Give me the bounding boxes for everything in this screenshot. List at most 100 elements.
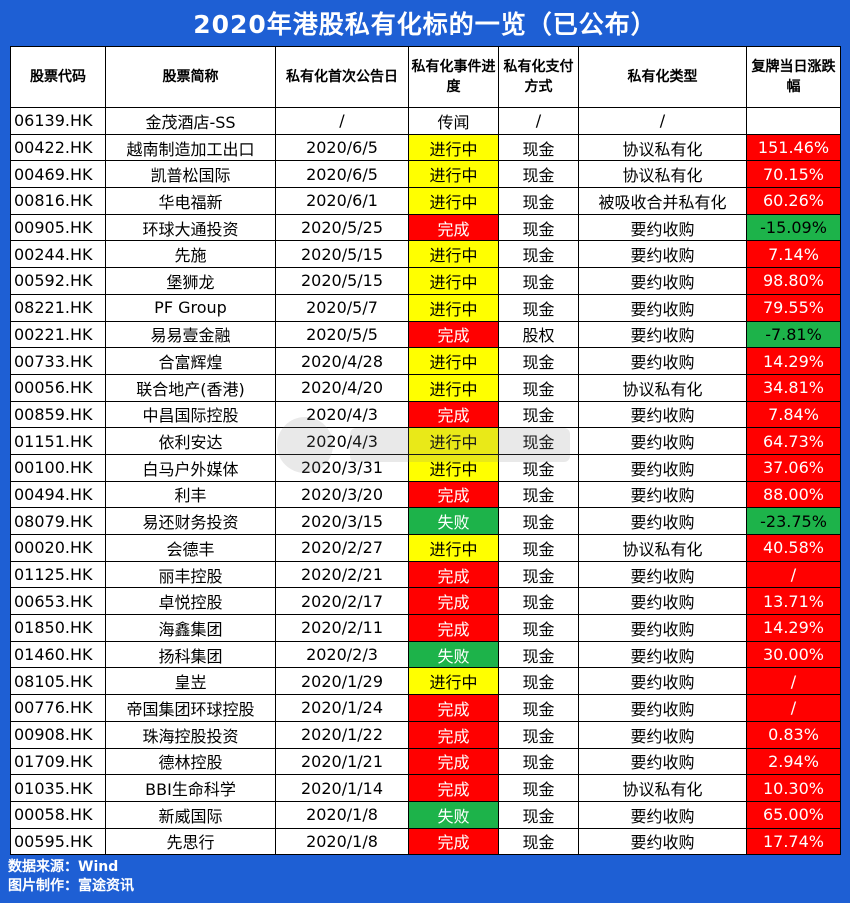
cell-name: 易易壹金融: [105, 320, 276, 349]
header-code: 股票代码: [10, 46, 106, 108]
table-row: 00653.HK 卓悦控股 2020/2/17 完成 现金 要约收购 13.71%: [10, 587, 841, 616]
cell-status: 完成: [408, 587, 499, 616]
cell-pay: 现金: [498, 534, 579, 562]
cell-pay: 现金: [498, 507, 579, 535]
privatization-table: 股票代码 股票简称 私有化首次公告日 私有化事件进度 私有化支付方式 私有化类型…: [10, 46, 841, 856]
cell-change: -23.75%: [746, 507, 841, 535]
table-row: 00592.HK 堡狮龙 2020/5/15 进行中 现金 要约收购 98.80%: [10, 267, 841, 295]
cell-status: 完成: [408, 694, 499, 722]
cell-status: 完成: [408, 747, 499, 776]
cell-change: 7.84%: [746, 400, 841, 429]
cell-status: 失败: [408, 800, 499, 829]
cell-date: 2020/2/21: [275, 560, 409, 589]
cell-status: 进行中: [408, 667, 499, 696]
table-row: 00595.HK 先思行 2020/1/8 完成 现金 要约收购 17.74%: [10, 827, 841, 856]
cell-type: 要约收购: [578, 800, 747, 829]
cell-date: 2020/6/5: [275, 160, 409, 189]
cell-code: 08221.HK: [10, 293, 106, 322]
cell-change: /: [746, 667, 841, 696]
cell-name: 堡狮龙: [105, 267, 276, 295]
cell-pay: 现金: [498, 267, 579, 295]
cell-status: 完成: [408, 827, 499, 856]
table-row: 00469.HK 凯普松国际 2020/6/5 进行中 现金 协议私有化 70.15%: [10, 160, 841, 189]
header-name: 股票简称: [105, 46, 276, 108]
cell-date: 2020/6/5: [275, 133, 409, 162]
cell-code: 00908.HK: [10, 720, 106, 749]
cell-date: 2020/1/22: [275, 720, 409, 749]
cell-date: 2020/5/15: [275, 240, 409, 269]
cell-name: 金茂酒店-SS: [105, 107, 276, 135]
cell-code: 01125.HK: [10, 560, 106, 589]
table-row: 00908.HK 珠海控股投资 2020/1/22 完成 现金 要约收购 0.83%: [10, 720, 841, 749]
cell-change: 40.58%: [746, 534, 841, 562]
footer: 数据来源：Wind 图片制作：富途资讯: [8, 858, 134, 896]
cell-pay: 现金: [498, 640, 579, 669]
cell-name: 海鑫集团: [105, 614, 276, 642]
cell-status: 进行中: [408, 534, 499, 562]
cell-code: 00020.HK: [10, 534, 106, 562]
cell-pay: 现金: [498, 587, 579, 616]
cell-date: 2020/6/1: [275, 187, 409, 215]
cell-type: 要约收购: [578, 427, 747, 455]
header-type: 私有化类型: [578, 46, 747, 108]
cell-pay: 股权: [498, 320, 579, 349]
cell-type: /: [578, 107, 747, 135]
header-pay: 私有化支付方式: [498, 46, 579, 108]
cell-status: 完成: [408, 614, 499, 642]
cell-type: 要约收购: [578, 453, 747, 482]
cell-date: 2020/3/20: [275, 480, 409, 509]
header-status: 私有化事件进度: [408, 46, 499, 108]
cell-pay: 现金: [498, 747, 579, 776]
table-row: 01035.HK BBI生命科学 2020/1/14 完成 现金 协议私有化 10.30%: [10, 774, 841, 802]
cell-change: 13.71%: [746, 587, 841, 616]
cell-pay: 现金: [498, 827, 579, 856]
cell-pay: 现金: [498, 293, 579, 322]
cell-date: 2020/2/3: [275, 640, 409, 669]
cell-change: [746, 107, 841, 135]
cell-change: 10.30%: [746, 774, 841, 802]
cell-change: /: [746, 694, 841, 722]
page-title: 2020年港股私有化标的一览（已公布）: [193, 10, 657, 39]
header-change: 复牌当日涨跌幅: [746, 46, 841, 108]
cell-status: 完成: [408, 560, 499, 589]
cell-change: 2.94%: [746, 747, 841, 776]
cell-pay: 现金: [498, 800, 579, 829]
cell-type: 要约收购: [578, 614, 747, 642]
cell-pay: 现金: [498, 187, 579, 215]
cell-pay: 现金: [498, 720, 579, 749]
cell-name: 合富辉煌: [105, 347, 276, 375]
cell-date: 2020/1/8: [275, 827, 409, 856]
cell-name: 中昌国际控股: [105, 400, 276, 429]
table-row: 01151.HK 依利安达 2020/4/3 进行中 现金 要约收购 64.73%: [10, 427, 841, 455]
cell-change: -7.81%: [746, 320, 841, 349]
cell-type: 要约收购: [578, 640, 747, 669]
cell-date: 2020/4/28: [275, 347, 409, 375]
cell-code: 00595.HK: [10, 827, 106, 856]
cell-pay: 现金: [498, 400, 579, 429]
cell-name: 依利安达: [105, 427, 276, 455]
cell-status: 进行中: [408, 133, 499, 162]
cell-status: 传闻: [408, 107, 499, 135]
table-row: 00058.HK 新威国际 2020/1/8 失败 现金 要约收购 65.00%: [10, 800, 841, 829]
cell-date: /: [275, 107, 409, 135]
cell-name: BBI生命科学: [105, 774, 276, 802]
cell-name: 凯普松国际: [105, 160, 276, 189]
table-body: 06139.HK 金茂酒店-SS / 传闻 //00422.HK 越南制造加工出口 2020…: [10, 107, 841, 856]
table-row: 00905.HK 环球大通投资 2020/5/25 完成 现金 要约收购 -15.09%: [10, 213, 841, 242]
cell-change: 14.29%: [746, 614, 841, 642]
table-row: 01460.HK 扬科集团 2020/2/3 失败 现金 要约收购 30.00%: [10, 640, 841, 669]
cell-code: 01035.HK: [10, 774, 106, 802]
table-row: 00020.HK 会德丰 2020/2/27 进行中 现金 协议私有化 40.58%: [10, 534, 841, 562]
cell-change: 88.00%: [746, 480, 841, 509]
cell-date: 2020/1/8: [275, 800, 409, 829]
cell-code: 06139.HK: [10, 107, 106, 135]
cell-date: 2020/4/3: [275, 427, 409, 455]
cell-name: 利丰: [105, 480, 276, 509]
table-row: 01125.HK 丽丰控股 2020/2/21 完成 现金 要约收购 /: [10, 560, 841, 589]
cell-name: 白马户外媒体: [105, 453, 276, 482]
cell-code: 01709.HK: [10, 747, 106, 776]
cell-status: 进行中: [408, 267, 499, 295]
cell-type: 协议私有化: [578, 160, 747, 189]
table-row: 00244.HK 先施 2020/5/15 进行中 现金 要约收购 7.14%: [10, 240, 841, 269]
cell-code: 00469.HK: [10, 160, 106, 189]
